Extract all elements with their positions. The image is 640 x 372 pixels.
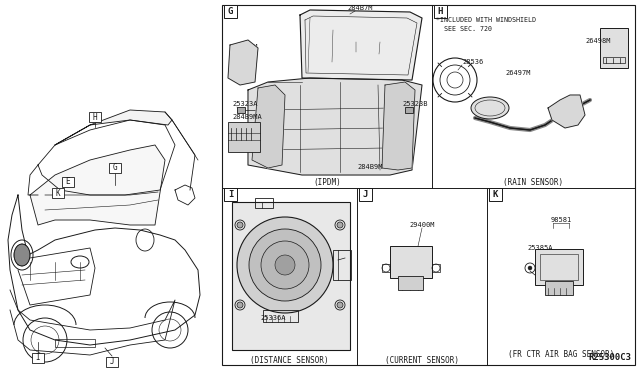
Bar	[398, 276, 423, 290]
Text: 28536: 28536	[462, 59, 483, 65]
Text: 25336A: 25336A	[260, 315, 285, 321]
Polygon shape	[300, 10, 422, 80]
Text: (FR CTR AIR BAG SENSOR): (FR CTR AIR BAG SENSOR)	[508, 350, 614, 359]
Text: (CURRENT SENSOR): (CURRENT SENSOR)	[385, 356, 459, 365]
Text: (DISTANCE SENSOR): (DISTANCE SENSOR)	[250, 356, 328, 365]
Bar	[106, 357, 118, 367]
Text: 284B9MA: 284B9MA	[232, 114, 262, 120]
Bar	[32, 353, 44, 363]
Text: (RAIN SENSOR): (RAIN SENSOR)	[503, 179, 563, 187]
Text: 284B9M: 284B9M	[357, 164, 383, 170]
Ellipse shape	[471, 97, 509, 119]
Text: H: H	[438, 7, 443, 16]
Text: J: J	[109, 357, 115, 366]
Polygon shape	[382, 82, 415, 170]
Circle shape	[337, 302, 343, 308]
Bar	[52, 188, 64, 198]
Bar	[62, 177, 74, 187]
Polygon shape	[252, 85, 285, 168]
Bar	[405, 107, 413, 113]
Bar	[600, 28, 628, 68]
Circle shape	[237, 222, 243, 228]
Bar	[432, 264, 440, 272]
Text: (IPDM): (IPDM)	[313, 179, 341, 187]
Circle shape	[249, 229, 321, 301]
Text: I: I	[228, 190, 233, 199]
Circle shape	[261, 241, 309, 289]
Text: *INCLUDED WITH WINDSHIELD: *INCLUDED WITH WINDSHIELD	[436, 17, 536, 23]
Circle shape	[337, 222, 343, 228]
Bar	[228, 122, 260, 152]
Bar	[333, 250, 351, 280]
Text: G: G	[228, 7, 233, 16]
Text: E: E	[66, 177, 70, 186]
Text: I: I	[36, 353, 40, 362]
Bar	[545, 281, 573, 295]
Text: K: K	[56, 189, 60, 198]
Text: K: K	[493, 190, 498, 199]
Circle shape	[237, 217, 333, 313]
Bar	[382, 264, 390, 272]
Text: 284B7M: 284B7M	[348, 5, 372, 11]
Bar	[232, 202, 350, 350]
Bar	[603, 57, 625, 63]
Bar	[224, 188, 237, 201]
Bar	[89, 112, 101, 122]
Bar	[540, 254, 578, 280]
Text: R25300C3: R25300C3	[588, 353, 631, 362]
Text: 98581: 98581	[550, 217, 572, 223]
Text: 25385A: 25385A	[527, 245, 552, 251]
Circle shape	[528, 266, 532, 270]
Bar	[434, 5, 447, 18]
Polygon shape	[30, 145, 165, 225]
Bar	[263, 310, 298, 322]
Text: 26497M: 26497M	[505, 70, 531, 76]
Text: J: J	[363, 190, 368, 199]
Bar	[55, 339, 95, 347]
Circle shape	[275, 255, 295, 275]
Bar	[390, 246, 432, 278]
Text: 28437: 28437	[258, 279, 279, 285]
Polygon shape	[55, 110, 172, 145]
Polygon shape	[548, 95, 585, 128]
Text: H: H	[93, 112, 97, 122]
Text: 25323B: 25323B	[402, 101, 428, 107]
Bar	[489, 188, 502, 201]
Text: G: G	[113, 164, 117, 173]
Bar	[224, 5, 237, 18]
Bar	[255, 198, 273, 208]
Ellipse shape	[14, 244, 30, 266]
Bar	[359, 188, 372, 201]
Text: 284B8M: 284B8M	[232, 44, 257, 50]
Bar	[237, 107, 245, 113]
Text: 26498M: 26498M	[585, 38, 611, 44]
Bar	[535, 249, 583, 285]
Circle shape	[237, 302, 243, 308]
Polygon shape	[228, 40, 258, 85]
Text: SEE SEC. 720: SEE SEC. 720	[436, 26, 492, 32]
Text: 25323A: 25323A	[232, 101, 257, 107]
Bar	[222, 5, 635, 365]
Polygon shape	[248, 78, 422, 175]
Bar	[109, 163, 121, 173]
Text: 29400M: 29400M	[409, 222, 435, 228]
